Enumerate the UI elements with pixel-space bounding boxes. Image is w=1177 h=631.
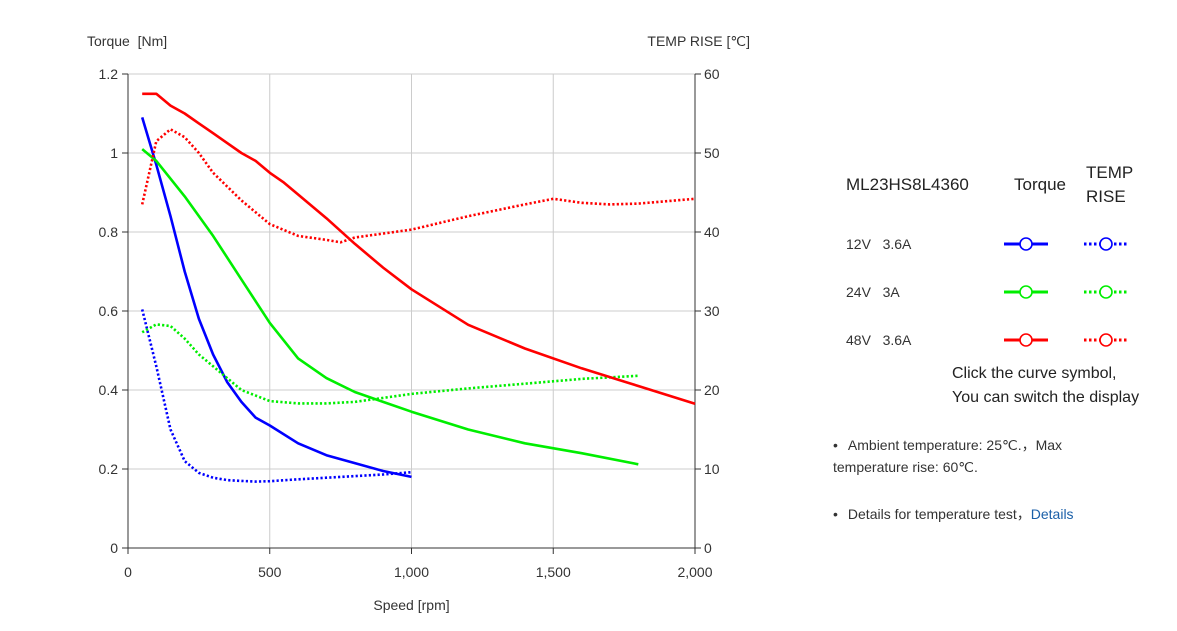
legend-circle	[1019, 237, 1033, 251]
right-tick-label: 20	[704, 382, 720, 398]
torque-curve-toggle[interactable]	[986, 234, 1066, 254]
ambient-temperature-text: Ambient temperature: 25℃.，Max temperatur…	[833, 437, 1063, 475]
torque-curve-toggle[interactable]	[986, 282, 1066, 302]
left-tick-label: 1.2	[99, 66, 119, 82]
legend-circle	[1099, 333, 1113, 347]
left-tick-label: 0.8	[99, 224, 119, 240]
x-tick-label: 500	[258, 564, 282, 580]
series-line-24v-3a-torque	[141, 148, 639, 466]
series-line-12v-3-6a-temp-rise	[140, 309, 412, 483]
series-line-48v-3-6a-temp-rise	[140, 128, 696, 244]
series-line-12v-3-6a-torque	[140, 117, 412, 479]
legend-temp-heading-line1: TEMP	[1086, 163, 1134, 182]
legend-torque-heading: Torque	[1014, 175, 1066, 194]
legend-panel: ML23HS8L4360 Torque TEMP RISE 12V 3.6A 2…	[832, 150, 1162, 364]
legend-row-label: 12V 3.6A	[846, 236, 912, 252]
solid-line-circle-icon	[1004, 237, 1048, 251]
bullet-icon: •	[833, 506, 838, 522]
dotted-line-circle-icon	[1084, 237, 1128, 251]
legend-model-heading: ML23HS8L4360	[846, 175, 969, 194]
legend-row-label: 48V 3.6A	[846, 332, 912, 348]
right-tick-label: 30	[704, 303, 720, 319]
series-line-24v-3a-temp-rise	[141, 323, 639, 405]
torque-curve-toggle[interactable]	[986, 330, 1066, 350]
dotted-line-circle-icon	[1084, 285, 1128, 299]
legend-header: ML23HS8L4360 Torque TEMP RISE	[832, 150, 1162, 220]
switch-display-hint: Click the curve symbol, You can switch t…	[952, 362, 1139, 410]
legend-circle	[1099, 285, 1113, 299]
right-tick-label: 40	[704, 224, 720, 240]
dotted-line-circle-icon	[1084, 333, 1128, 347]
x-tick-label: 1,000	[394, 564, 429, 580]
legend-row: 12V 3.6A	[832, 220, 1162, 268]
legend-circle	[1019, 333, 1033, 347]
legend-circle	[1099, 237, 1113, 251]
right-tick-label: 0	[704, 540, 712, 556]
hint-line-2: You can switch the display	[952, 389, 1140, 406]
bullet-icon: •	[833, 437, 838, 453]
right-tick-label: 50	[704, 145, 720, 161]
ambient-temperature-note: • Ambient temperature: 25℃.，Max temperatu…	[833, 434, 1133, 478]
details-link[interactable]: Details	[1030, 506, 1074, 522]
torque-temp-chart: 0 0.2 0.4 0.6 0.8 1 1.2 0 10 20 30 40 50 60 0 500 1,000 1…	[87, 33, 750, 613]
left-axis-title: Torque [Nm]	[87, 33, 167, 49]
right-tick-label: 60	[704, 66, 720, 82]
right-tick-label: 10	[704, 461, 720, 477]
x-tick-label: 1,500	[536, 564, 571, 580]
solid-line-circle-icon	[1004, 333, 1048, 347]
hint-line-1: Click the curve symbol,	[952, 365, 1117, 382]
legend-circle	[1019, 285, 1033, 299]
x-axis-title: Speed [rpm]	[373, 597, 449, 613]
solid-line-circle-icon	[1004, 285, 1048, 299]
temperature-test-note: • Details for temperature test，Details	[833, 503, 1133, 525]
x-tick-label: 2,000	[677, 564, 712, 580]
legend-rows: 12V 3.6A 24V 3A 48V 3.6A	[832, 220, 1162, 364]
temp-curve-toggle[interactable]	[1066, 282, 1146, 302]
chart-area: 0 0.2 0.4 0.6 0.8 1 1.2 0 10 20 30 40 50 60 0 500 1,000 1…	[87, 33, 750, 613]
temp-curve-toggle[interactable]	[1066, 234, 1146, 254]
legend-row: 48V 3.6A	[832, 316, 1162, 364]
x-tick-label: 0	[124, 564, 132, 580]
left-tick-label: 1	[110, 145, 118, 161]
legend-temp-heading-line2: RISE	[1086, 187, 1126, 206]
left-tick-label: 0	[110, 540, 118, 556]
temp-curve-toggle[interactable]	[1066, 330, 1146, 350]
left-tick-label: 0.6	[99, 303, 119, 319]
left-tick-label: 0.2	[99, 461, 119, 477]
series-line-48v-3-6a-torque	[142, 92, 696, 406]
right-axis-title: TEMP RISE [℃]	[647, 33, 750, 49]
legend-row-label: 24V 3A	[846, 284, 900, 300]
temperature-test-text: Details for temperature test，	[847, 506, 1031, 522]
legend-row: 24V 3A	[832, 268, 1162, 316]
legend-temp-heading: TEMP RISE	[1084, 161, 1156, 209]
left-tick-label: 0.4	[99, 382, 119, 398]
